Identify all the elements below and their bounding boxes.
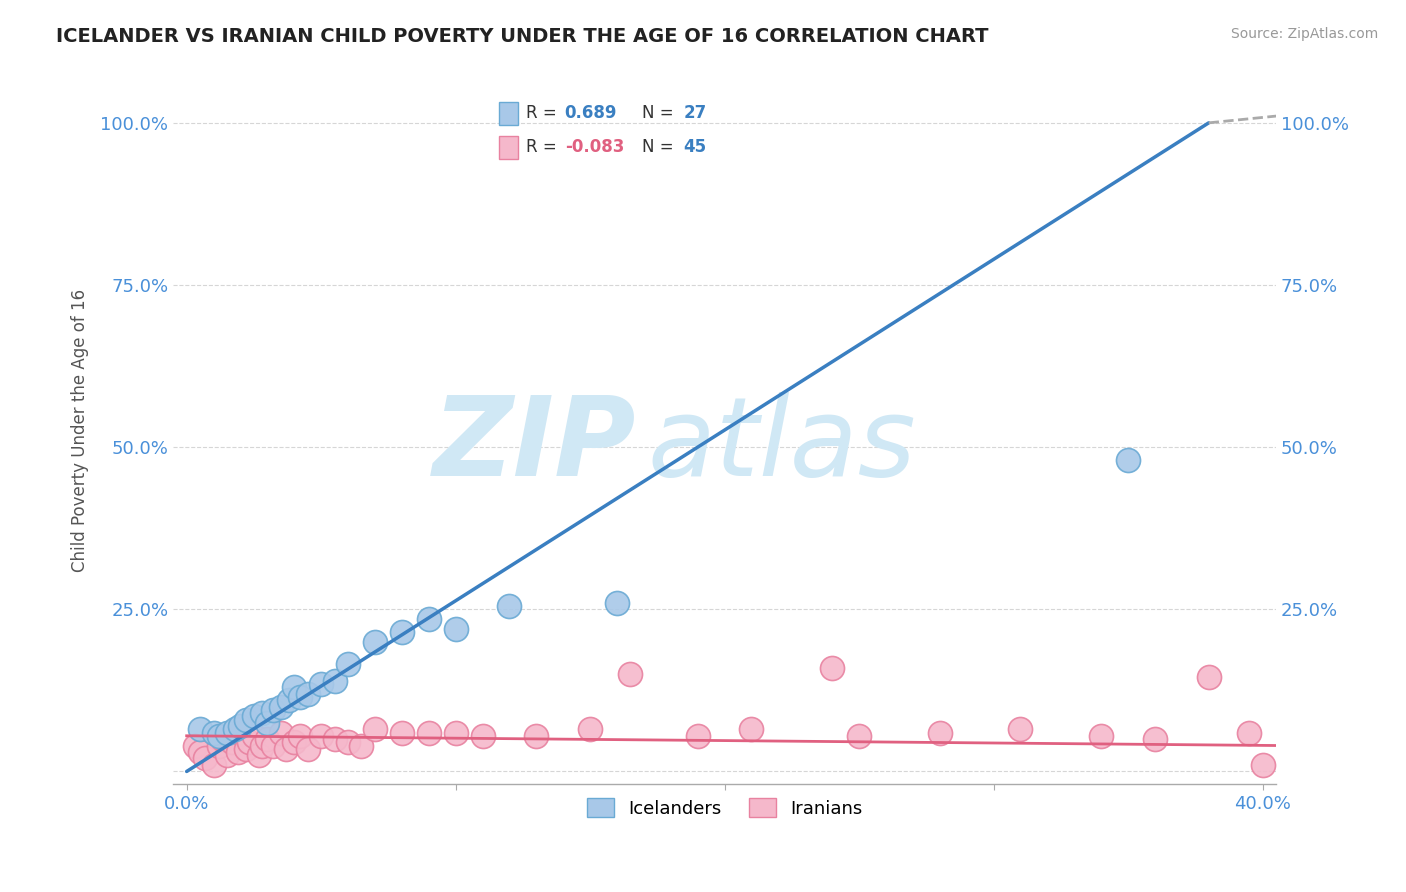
Point (256, 715, 278, 730)
Point (188, 723, 211, 737)
Point (243, 729, 266, 743)
Point (1090, 729, 1112, 743)
Point (235, 741, 257, 756)
Point (524, 729, 547, 743)
Point (1251, 758, 1274, 772)
Point (418, 725, 440, 739)
Point (740, 723, 762, 737)
Point (579, 723, 602, 737)
Point (211, 732, 233, 747)
Point (270, 699, 292, 714)
Point (208, 739, 231, 753)
Point (619, 667, 641, 681)
Point (337, 735, 360, 749)
Text: atlas: atlas (647, 392, 917, 499)
Point (418, 612, 440, 626)
Point (821, 661, 844, 675)
Point (208, 729, 231, 743)
Point (262, 703, 284, 717)
Point (183, 739, 205, 753)
Point (247, 748, 270, 763)
Point (226, 745, 249, 759)
Point (928, 725, 950, 739)
Point (221, 735, 243, 749)
Point (288, 729, 311, 743)
Point (686, 729, 709, 743)
Point (848, 729, 870, 743)
Point (297, 687, 319, 701)
Point (229, 719, 252, 733)
Point (297, 741, 319, 756)
Point (277, 693, 299, 707)
Point (224, 723, 246, 737)
Point (391, 625, 413, 640)
Point (1305, 116, 1327, 130)
Point (1237, 725, 1260, 739)
Point (444, 725, 467, 739)
Point (391, 725, 413, 739)
Point (194, 751, 217, 765)
Point (202, 758, 225, 772)
Text: Source: ZipAtlas.com: Source: ZipAtlas.com (1230, 27, 1378, 41)
Text: ZIP: ZIP (433, 392, 637, 499)
Point (471, 729, 494, 743)
Point (498, 599, 520, 613)
Point (323, 732, 346, 747)
Point (337, 657, 360, 672)
Point (250, 706, 273, 720)
Y-axis label: Child Poverty Under the Age of 16: Child Poverty Under the Age of 16 (72, 289, 89, 573)
Point (309, 677, 332, 691)
Point (309, 729, 332, 743)
Point (256, 732, 278, 747)
Point (276, 741, 298, 756)
Text: ICELANDER VS IRANIAN CHILD POVERTY UNDER THE AGE OF 16 CORRELATION CHART: ICELANDER VS IRANIAN CHILD POVERTY UNDER… (56, 27, 988, 45)
Point (229, 725, 252, 739)
Point (243, 709, 266, 723)
Point (288, 690, 311, 704)
Point (1143, 732, 1166, 747)
Point (1010, 723, 1032, 737)
Point (1116, 453, 1139, 467)
Point (238, 735, 260, 749)
Point (215, 725, 238, 739)
Point (444, 622, 467, 636)
Point (350, 739, 373, 753)
Point (270, 725, 292, 739)
Point (1198, 670, 1220, 684)
Point (215, 748, 238, 763)
Point (323, 673, 346, 688)
Point (364, 634, 387, 648)
Point (283, 680, 305, 694)
Point (364, 723, 387, 737)
Point (235, 713, 257, 727)
Legend: Icelanders, Iranians: Icelanders, Iranians (579, 791, 870, 825)
Point (202, 725, 225, 739)
Point (283, 735, 305, 749)
Point (250, 739, 273, 753)
Point (262, 739, 284, 753)
Point (606, 596, 628, 610)
Point (188, 745, 211, 759)
